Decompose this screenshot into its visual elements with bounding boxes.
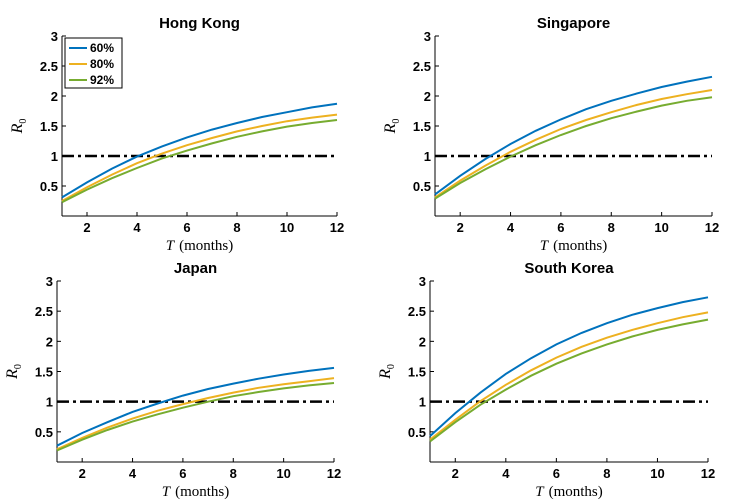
legend-label: 92% (90, 73, 114, 87)
y-tick-label: 1 (51, 149, 58, 164)
chart-title-hong-kong: Hong Kong (159, 15, 240, 32)
chart-panel-japan: Japan 0.5 1 1.5 2 2.5 3 2 4 6 8 10 12 T (months) R0R0 (4, 260, 341, 500)
legend-label: 80% (90, 57, 114, 71)
x-tick-label: 6 (183, 220, 190, 235)
series-line-92pct (61, 119, 338, 204)
x-tick-label: 4 (502, 466, 510, 481)
x-tick-label: 6 (179, 466, 186, 481)
y-tick-label: 1 (46, 395, 53, 410)
y-tick-label: 3 (51, 29, 58, 44)
y-tick-label: 2 (51, 89, 58, 104)
y-tick-label: 1 (424, 149, 431, 164)
x-axis-variable: T (166, 238, 176, 254)
y-axis-subscript: 0 (386, 364, 397, 369)
x-tick-label: 10 (280, 220, 294, 235)
x-axis-label: T (months) (166, 238, 234, 254)
y-tick-label: 3 (424, 29, 431, 44)
y-axis-subscript: 0 (13, 364, 24, 369)
y-tick-label: 1.5 (40, 119, 58, 134)
series-line-60pct (429, 296, 709, 437)
x-tick-label: 2 (79, 466, 86, 481)
chart-panel-hong-kong: Hong Kong 0.5 1 1.5 2 2.5 3 2 4 6 8 10 12 T (months) R0… (9, 15, 344, 254)
y-axis-symbol: R (382, 123, 399, 134)
chart-panel-south-korea: South Korea 0.5 1 1.5 2 2.5 3 2 4 6 8 10 12 T (months)… (377, 260, 715, 500)
x-tick-label: 12 (327, 466, 341, 481)
series-line-80pct (56, 377, 335, 451)
y-axis-label: R0R0 (4, 364, 24, 380)
chart-title-singapore: Singapore (537, 15, 610, 32)
y-tick-label: 0.5 (40, 179, 58, 194)
series-line-80pct (61, 113, 338, 202)
series-line-60pct (61, 102, 338, 199)
x-axis-variable: T (535, 484, 545, 500)
series-line-80pct (429, 311, 709, 441)
x-axis-variable: T (540, 238, 550, 254)
chart-panel-singapore: Singapore 0.5 1 1.5 2 2.5 3 2 4 6 8 10 12 T (months) R0… (382, 15, 719, 254)
y-tick-label: 0.5 (408, 425, 426, 440)
x-axis-label: T (months) (540, 238, 608, 254)
x-axis-unit: (months) (179, 238, 233, 254)
y-axis-symbol: R (4, 369, 21, 380)
y-axis-subscript: 0 (18, 119, 29, 124)
x-axis-label: T (months) (162, 484, 230, 500)
series-line-92pct (429, 318, 709, 443)
y-axis-subscript: 0 (391, 119, 402, 124)
y-tick-label: 3 (419, 274, 426, 289)
y-tick-label: 0.5 (413, 179, 431, 194)
legend: 60% 80% 92% (64, 37, 123, 89)
x-tick-label: 4 (129, 466, 137, 481)
y-tick-label: 2.5 (35, 304, 53, 319)
y-tick-label: 0.5 (35, 425, 53, 440)
y-tick-label: 1.5 (413, 119, 431, 134)
x-axis-label: T (months) (535, 484, 603, 500)
legend-label: 60% (90, 41, 114, 55)
series-line-92pct (434, 96, 713, 200)
x-axis-unit: (months) (549, 484, 603, 500)
x-tick-label: 2 (83, 220, 90, 235)
x-tick-label: 12 (330, 220, 344, 235)
y-tick-label: 1 (419, 395, 426, 410)
y-axis-symbol: R (9, 123, 26, 134)
y-axis-symbol: R (377, 369, 394, 380)
x-tick-label: 8 (608, 220, 615, 235)
chart-title-south-korea: South Korea (524, 260, 614, 277)
y-axis-label: R0R0 (377, 364, 397, 380)
y-tick-label: 1.5 (408, 365, 426, 380)
series-line-60pct (56, 366, 335, 447)
x-tick-label: 6 (557, 220, 564, 235)
series-line-60pct (434, 75, 713, 196)
x-tick-label: 12 (701, 466, 715, 481)
y-tick-label: 2 (419, 334, 426, 349)
x-tick-label: 10 (276, 466, 290, 481)
y-axis-label: R0R0 (9, 119, 29, 135)
y-tick-label: 2.5 (413, 59, 431, 74)
x-tick-label: 6 (553, 466, 560, 481)
x-tick-label: 4 (507, 220, 515, 235)
chart-title-japan: Japan (174, 260, 217, 277)
x-axis-unit: (months) (175, 484, 229, 500)
y-tick-label: 2.5 (408, 304, 426, 319)
y-axis-label: R0R0 (382, 119, 402, 135)
x-tick-label: 4 (133, 220, 141, 235)
y-tick-label: 2 (424, 89, 431, 104)
x-tick-label: 8 (230, 466, 237, 481)
y-tick-label: 3 (46, 274, 53, 289)
x-tick-label: 10 (654, 220, 668, 235)
y-tick-label: 2 (46, 334, 53, 349)
series-line-80pct (434, 89, 713, 199)
x-axis-unit: (months) (553, 238, 607, 254)
x-tick-label: 2 (452, 466, 459, 481)
series-line-92pct (56, 382, 335, 452)
x-axis-variable: T (162, 484, 172, 500)
x-tick-label: 2 (457, 220, 464, 235)
x-tick-label: 8 (603, 466, 610, 481)
x-tick-label: 8 (233, 220, 240, 235)
y-tick-label: 2.5 (40, 59, 58, 74)
x-tick-label: 10 (650, 466, 664, 481)
x-tick-label: 12 (705, 220, 719, 235)
y-tick-label: 1.5 (35, 365, 53, 380)
